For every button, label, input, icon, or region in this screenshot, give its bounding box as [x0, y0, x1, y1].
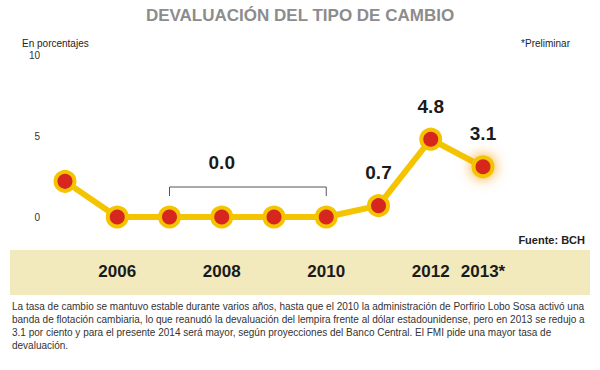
- svg-text:2010: 2010: [307, 262, 345, 281]
- svg-text:3.1: 3.1: [470, 123, 497, 144]
- svg-text:5: 5: [34, 131, 40, 142]
- svg-text:0.7: 0.7: [365, 162, 391, 183]
- svg-text:2012: 2012: [412, 262, 450, 281]
- svg-text:10: 10: [29, 50, 41, 61]
- svg-text:DEVALUACIÓN DEL TIPO DE CAMBIO: DEVALUACIÓN DEL TIPO DE CAMBIO: [146, 6, 454, 25]
- svg-text:2013*: 2013*: [461, 262, 506, 281]
- svg-text:2008: 2008: [203, 262, 241, 281]
- svg-text:En porcentajes: En porcentajes: [22, 38, 89, 49]
- svg-text:0: 0: [34, 212, 40, 223]
- svg-text:Fuente: BCH: Fuente: BCH: [518, 234, 585, 246]
- svg-text:*Preliminar: *Preliminar: [521, 38, 571, 49]
- html-text:La tasa de cambio se mantuvo e: La tasa de cambio se mantuvo estable dur…: [12, 301, 585, 351]
- svg-text:2006: 2006: [98, 262, 136, 281]
- svg-text:4.8: 4.8: [418, 96, 444, 117]
- svg-text:0.0: 0.0: [209, 152, 235, 173]
